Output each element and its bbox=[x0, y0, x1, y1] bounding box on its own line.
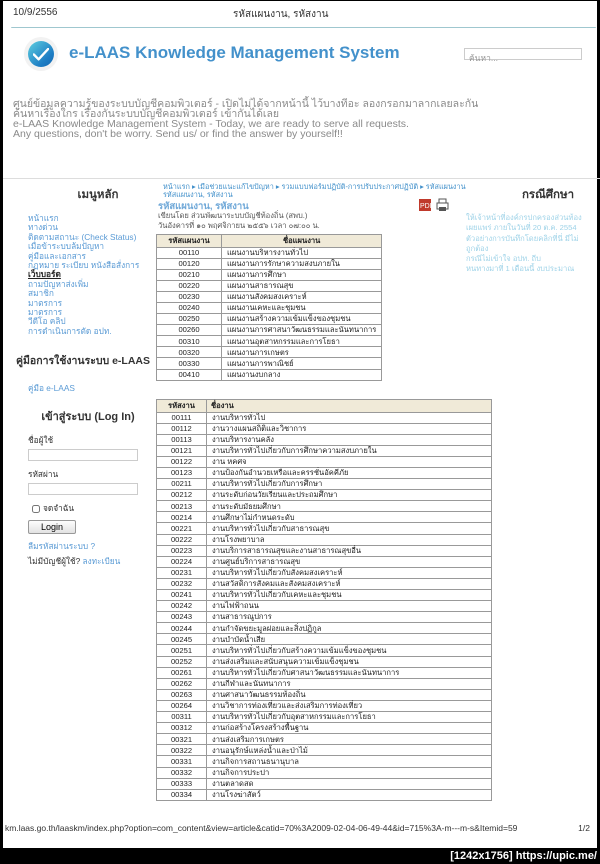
svg-text:PDF: PDF bbox=[420, 203, 434, 210]
